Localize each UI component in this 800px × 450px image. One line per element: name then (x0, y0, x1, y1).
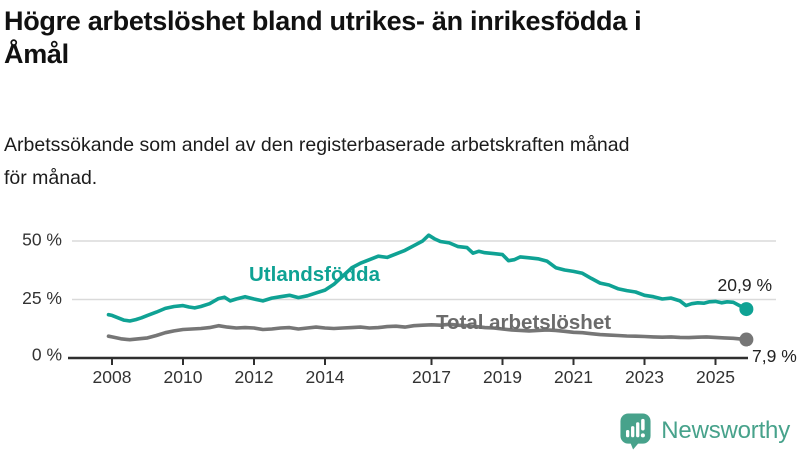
newsworthy-logo: Newsworthy (619, 412, 790, 450)
x-tick-label: 2017 (412, 367, 451, 387)
x-tick-label: 2021 (554, 367, 593, 387)
series-label-utlandsfodda: Utlandsfödda (249, 263, 380, 286)
title-line-2: Åmål (4, 39, 69, 70)
series-label-total-arbetsloshet: Total arbetslöshet (436, 311, 612, 334)
end-value-label-utlandsfodda: 20,9 % (717, 275, 772, 295)
end-value-label-total: 7,9 % (748, 346, 800, 367)
chart-subtitle: Arbetssökande som andel av den registerb… (4, 129, 784, 195)
page-title: Högre arbetslöshet bland utrikes- än inr… (4, 5, 789, 72)
subtitle-line-1: Arbetssökande som andel av den registerb… (4, 134, 630, 156)
newsworthy-logo-text: Newsworthy (661, 417, 790, 444)
y-tick-label: 0 % (32, 345, 62, 365)
y-tick-label: 50 % (22, 230, 62, 250)
x-tick-label: 2025 (696, 367, 735, 387)
title-line-1: Högre arbetslöshet bland utrikes- än inr… (4, 6, 642, 36)
series-line-total-arbetsl-shet (106, 322, 749, 342)
x-tick-label: 2014 (306, 367, 345, 387)
series-end-dot-total-arbetsl-shet (739, 332, 754, 347)
series-line-utlandsf-dda (106, 233, 749, 323)
subtitle-line-2: för månad. (4, 166, 98, 189)
y-tick-label: 25 % (22, 288, 62, 308)
x-tick-label: 2019 (483, 367, 522, 387)
x-tick-label: 2010 (164, 367, 203, 387)
x-tick-label: 2008 (93, 367, 132, 387)
series-end-dot-utlandsf-dda (739, 302, 754, 317)
x-tick-label: 2012 (235, 367, 274, 387)
newsworthy-chart-bubble-icon (620, 413, 651, 450)
x-tick-label: 2023 (625, 367, 664, 387)
